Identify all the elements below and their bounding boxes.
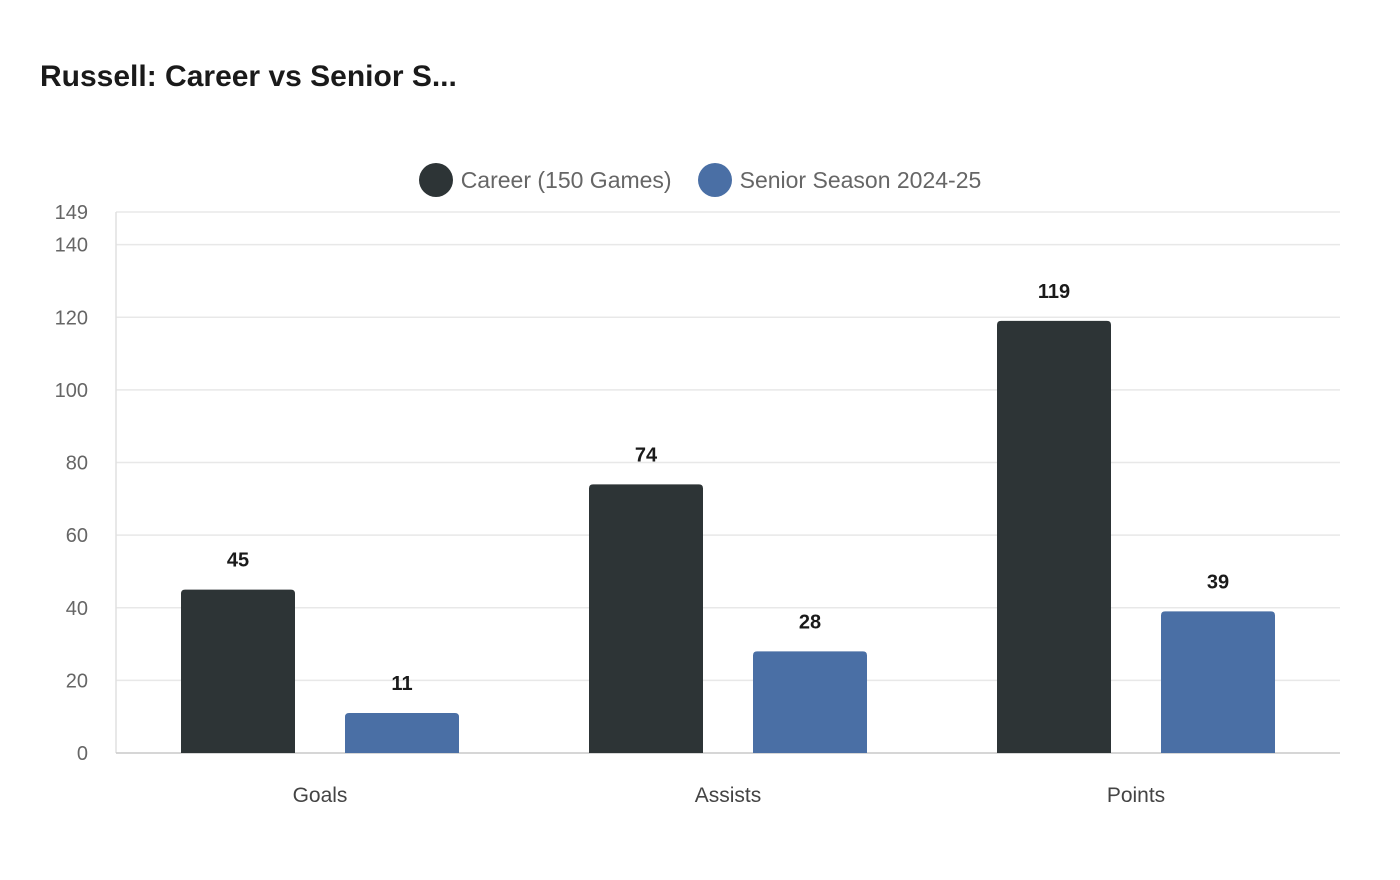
y-tick-label: 0 bbox=[77, 743, 88, 765]
bar-senior bbox=[1161, 611, 1275, 753]
data-label: 74 bbox=[635, 444, 658, 466]
y-tick-label: 149 bbox=[55, 202, 88, 224]
bar-senior bbox=[753, 651, 867, 753]
legend: Career (150 Games) Senior Season 2024-25 bbox=[0, 163, 1400, 197]
legend-item-career[interactable]: Career (150 Games) bbox=[418, 163, 672, 197]
legend-item-senior[interactable]: Senior Season 2024-25 bbox=[697, 163, 982, 197]
y-tick-label: 40 bbox=[66, 598, 88, 620]
y-tick-label: 120 bbox=[55, 307, 88, 329]
data-label: 28 bbox=[799, 611, 821, 633]
chart-title: Russell: Career vs Senior S... bbox=[40, 60, 457, 93]
y-tick-label: 20 bbox=[66, 670, 88, 692]
bar-career bbox=[589, 484, 703, 753]
legend-swatch-career bbox=[418, 163, 453, 197]
y-tick-label: 140 bbox=[55, 235, 88, 257]
legend-swatch-senior bbox=[697, 163, 732, 197]
data-label: 11 bbox=[391, 673, 412, 695]
bar-career bbox=[997, 320, 1111, 753]
y-tick-label: 100 bbox=[55, 380, 88, 402]
x-tick-label: Goals bbox=[293, 784, 348, 807]
data-label: 39 bbox=[1207, 571, 1229, 593]
x-tick-label: Assists bbox=[695, 784, 762, 807]
y-tick-label: 80 bbox=[66, 453, 88, 475]
data-label: 45 bbox=[227, 550, 249, 572]
data-label: 119 bbox=[1038, 281, 1070, 303]
y-tick-label: 60 bbox=[66, 525, 88, 547]
x-tick-label: Points bbox=[1107, 784, 1165, 807]
legend-label-career: Career (150 Games) bbox=[460, 166, 672, 193]
legend-label-senior: Senior Season 2024-25 bbox=[739, 166, 982, 193]
bar-senior bbox=[345, 713, 459, 753]
bar-career bbox=[181, 589, 295, 753]
